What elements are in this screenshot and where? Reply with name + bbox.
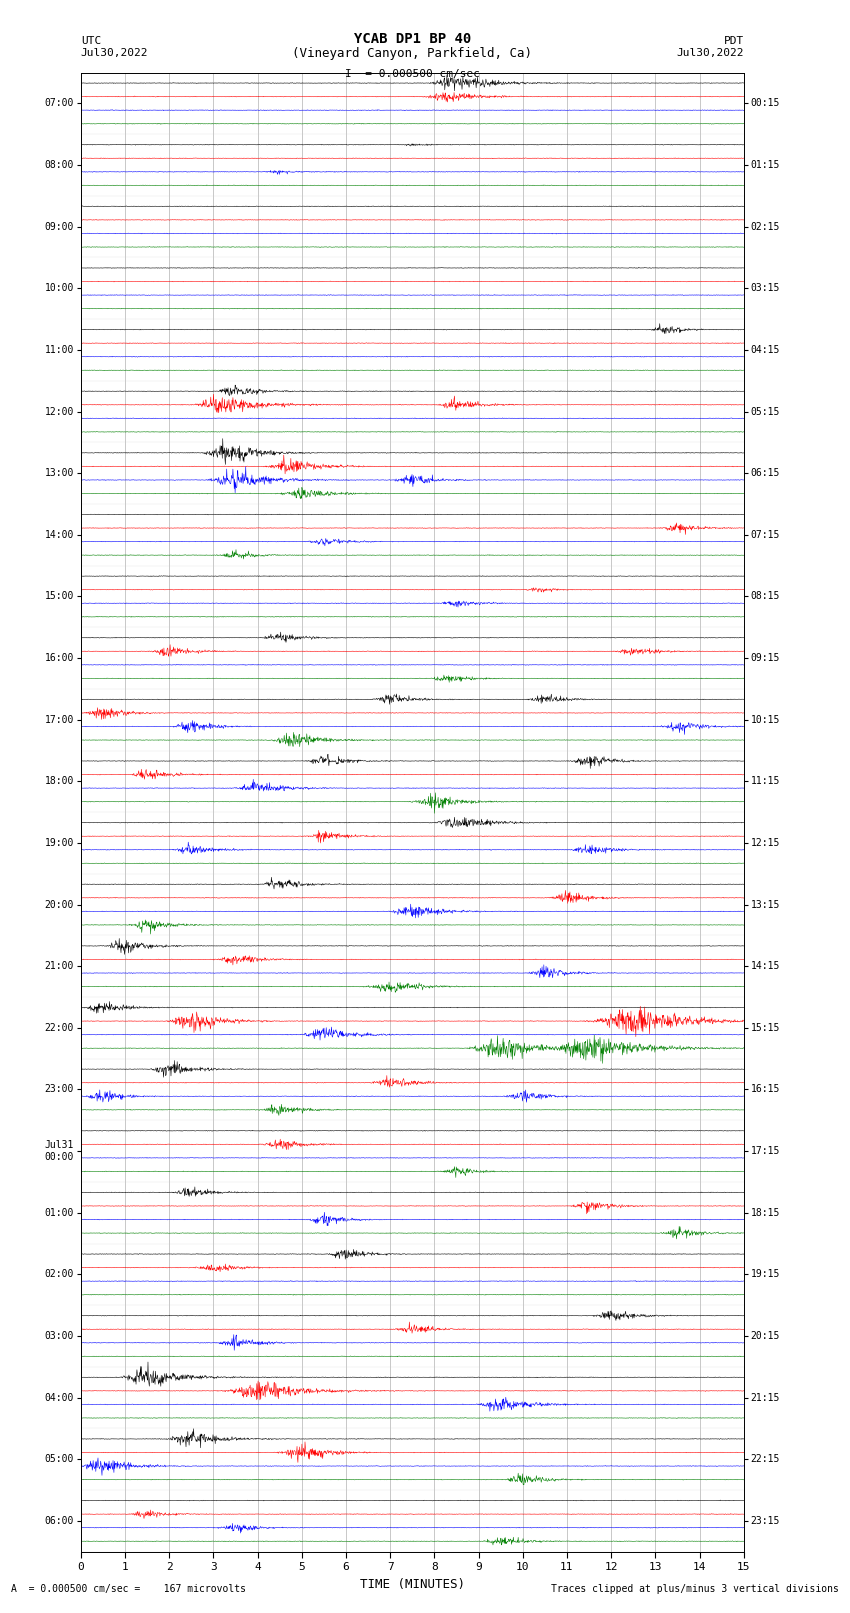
- Text: Traces clipped at plus/minus 3 vertical divisions: Traces clipped at plus/minus 3 vertical …: [551, 1584, 839, 1594]
- Text: (Vineyard Canyon, Parkfield, Ca): (Vineyard Canyon, Parkfield, Ca): [292, 47, 532, 60]
- Text: Jul30,2022: Jul30,2022: [677, 48, 744, 58]
- Text: Jul30,2022: Jul30,2022: [81, 48, 148, 58]
- Text: I  = 0.000500 cm/sec: I = 0.000500 cm/sec: [345, 69, 479, 79]
- X-axis label: TIME (MINUTES): TIME (MINUTES): [360, 1578, 465, 1590]
- Text: YCAB DP1 BP 40: YCAB DP1 BP 40: [354, 32, 471, 45]
- Text: A  = 0.000500 cm/sec =    167 microvolts: A = 0.000500 cm/sec = 167 microvolts: [11, 1584, 246, 1594]
- Text: PDT: PDT: [723, 35, 744, 45]
- Text: UTC: UTC: [81, 35, 101, 45]
